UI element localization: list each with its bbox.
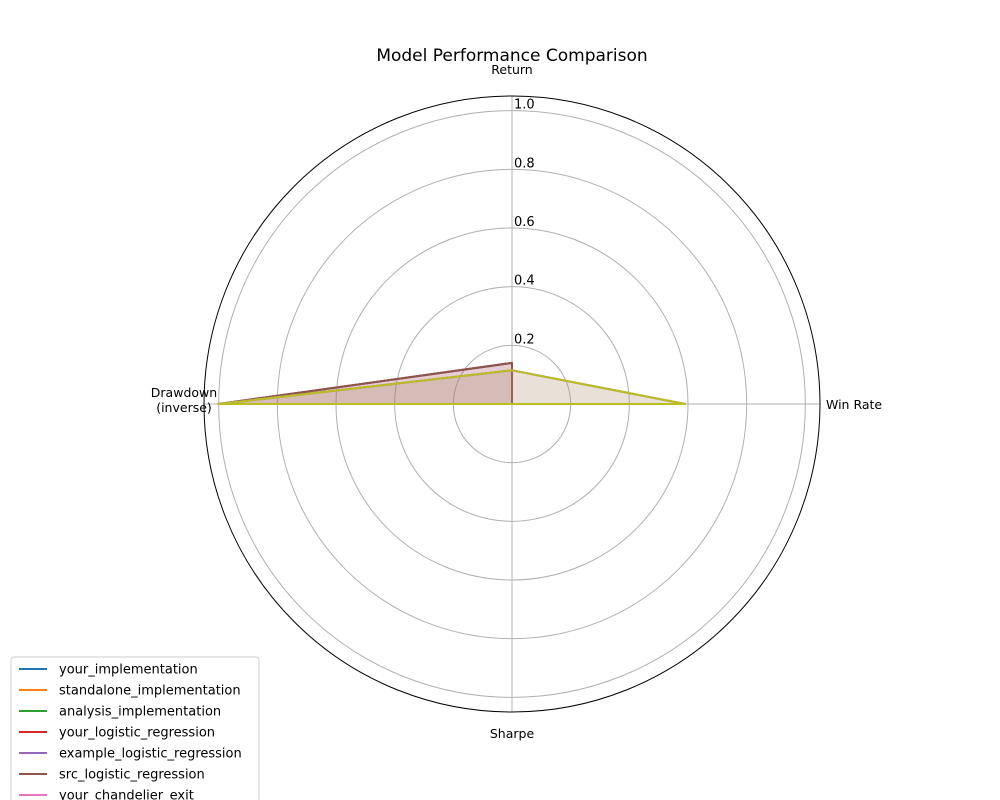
legend-label: your_implementation [59, 663, 198, 678]
axis-label: Win Rate [826, 397, 882, 412]
axis-labels: Return Win Rate Sharpe Drawdown (inverse) [151, 62, 883, 741]
tick-label: 0.6 [514, 215, 535, 230]
legend-label: your_logistic_regression [59, 726, 215, 741]
outer-frame [203, 95, 821, 713]
legend-label: src_logistic_regression [59, 768, 205, 783]
axis-label: Sharpe [490, 726, 535, 741]
series-polygon [217, 369, 687, 405]
legend-label: standalone_implementation [59, 684, 241, 699]
legend-frame [10, 656, 260, 800]
tick-label: 0.4 [514, 274, 535, 289]
tick-label: 0.2 [514, 332, 535, 347]
axis-label: Return [491, 62, 532, 77]
axis-label: Drawdown (inverse) [151, 385, 217, 415]
chart-title: Model Performance Comparison [376, 46, 647, 66]
legend: your_implementation standalone_implementa… [10, 656, 260, 800]
legend-label: analysis_implementation [59, 705, 221, 720]
tick-label: 1.0 [514, 98, 535, 113]
legend-label: example_logistic_regression [59, 747, 242, 762]
radial-ticks: 0.2 0.4 0.6 0.8 1.0 [514, 98, 535, 348]
tick-label: 0.8 [514, 156, 535, 171]
legend-label: your_chandelier_exit [59, 789, 194, 800]
series-layer [217, 361, 687, 405]
